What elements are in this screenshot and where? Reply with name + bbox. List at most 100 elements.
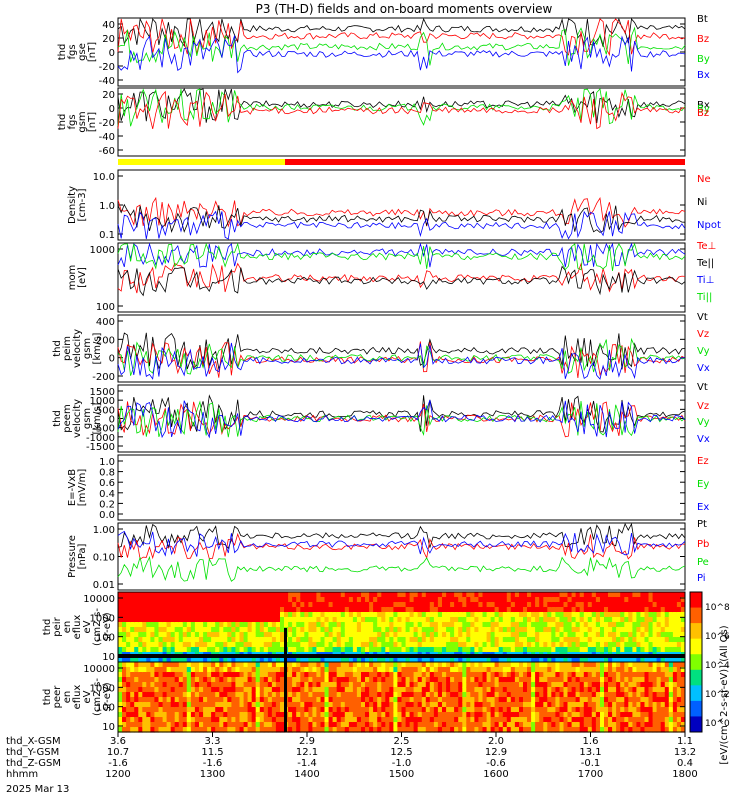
heatmap-cell [531,702,536,708]
heatmap-cell [644,712,650,718]
heatmap-cell [417,707,423,713]
heatmap-cell [389,702,394,708]
heatmap-cell [478,722,483,728]
heatmap-cell [296,672,301,678]
heatmap-cell [251,722,257,728]
heatmap-cell [466,627,471,633]
x-tick-label: -1.6 [108,758,128,769]
heatmap-cell [259,632,265,638]
heatmap-cell [356,607,362,613]
heatmap-cell [178,667,184,673]
heatmap-cell [393,632,398,638]
heatmap-cell [239,622,245,628]
heatmap-cell [543,707,548,713]
heatmap-cell [437,712,443,718]
heatmap-cell [632,647,637,653]
heatmap-cell [369,627,374,633]
heatmap-cell [506,717,512,723]
heatmap-cell [571,707,577,713]
heatmap-cell [442,647,447,653]
heatmap-cell [397,672,402,678]
heatmap-cell [433,642,439,648]
heatmap-cell [138,637,143,643]
heatmap-cell [470,727,475,733]
heatmap-cell [324,687,330,693]
heatmap-cell [527,672,532,678]
heatmap-cell [624,712,629,718]
heatmap-cell [170,682,176,688]
heatmap-cell [259,677,265,683]
heatmap-cell [401,607,407,613]
heatmap-cell [340,677,346,683]
heatmap-cell [539,617,544,623]
heatmap-cell [652,607,658,613]
heatmap-cell [154,622,159,628]
heatmap-cell [227,617,232,623]
heatmap-cell [640,707,645,713]
heatmap-cell [482,702,488,708]
heatmap-cell [154,602,159,608]
heatmap-cell [365,672,370,678]
heatmap-cell [377,662,382,668]
heatmap-cell [134,722,139,728]
heatmap-cell [535,662,540,668]
heatmap-cell [450,727,455,733]
heatmap-cell [494,662,500,668]
heatmap-cell [352,692,358,698]
heatmap-cell [575,657,581,663]
y-tick-label: -500 [92,424,115,435]
heatmap-cell [352,642,358,648]
heatmap-cell [531,727,536,733]
heatmap-cell [531,672,536,678]
heatmap-cell [361,692,366,698]
heatmap-cell [130,662,135,668]
heatmap-cell [676,667,682,673]
heatmap-cell [263,727,269,733]
heatmap-cell [600,612,605,618]
heatmap-cell [219,657,224,663]
heatmap-cell [312,702,317,708]
heatmap-cell [632,667,637,673]
colorbar-tick-label: 10^2 [705,690,730,700]
heatmap-cell [170,687,176,693]
panel-peer_eflux: 10000100010010thdpeerenefluxeV(cm2-s-sr-… [42,661,686,733]
heatmap-cell [267,627,273,633]
heatmap-cell [275,712,281,718]
heatmap-cell [608,642,613,648]
heatmap-cell [235,632,240,638]
heatmap-cell [616,637,621,643]
heatmap-cell [219,647,224,653]
heatmap-cell [539,667,544,673]
heatmap-cell [271,677,277,683]
heatmap-cell [668,632,674,638]
heatmap-cell [239,667,245,673]
heatmap-cell [401,702,407,708]
heatmap-cell [223,672,228,678]
x-tick-label: -0.1 [581,758,601,769]
heatmap-cell [604,687,609,693]
heatmap-cell [381,597,386,603]
heatmap-cell [595,647,601,653]
heatmap-cell [486,602,492,608]
heatmap-cell [632,692,637,698]
heatmap-cell [510,697,516,703]
heatmap-cell [535,617,540,623]
heatmap-cell [340,717,346,723]
heatmap-cell [668,722,674,728]
heatmap-cell [531,597,536,603]
heatmap-cell [466,717,471,723]
heatmap-cell [523,607,528,613]
heatmap-cell [288,662,293,668]
heatmap-cell [656,642,662,648]
y-tick-label: 0.2 [99,499,115,510]
heatmap-cell [620,617,625,623]
heatmap-cell [340,622,346,628]
heatmap-cell [170,622,176,628]
heatmap-cell [320,677,326,683]
heatmap-cell [361,637,366,643]
heatmap-cell [300,687,305,693]
heatmap-cell [527,657,532,663]
heatmap-cell [304,687,309,693]
heatmap-cell [138,642,143,648]
heatmap-cell [393,707,398,713]
